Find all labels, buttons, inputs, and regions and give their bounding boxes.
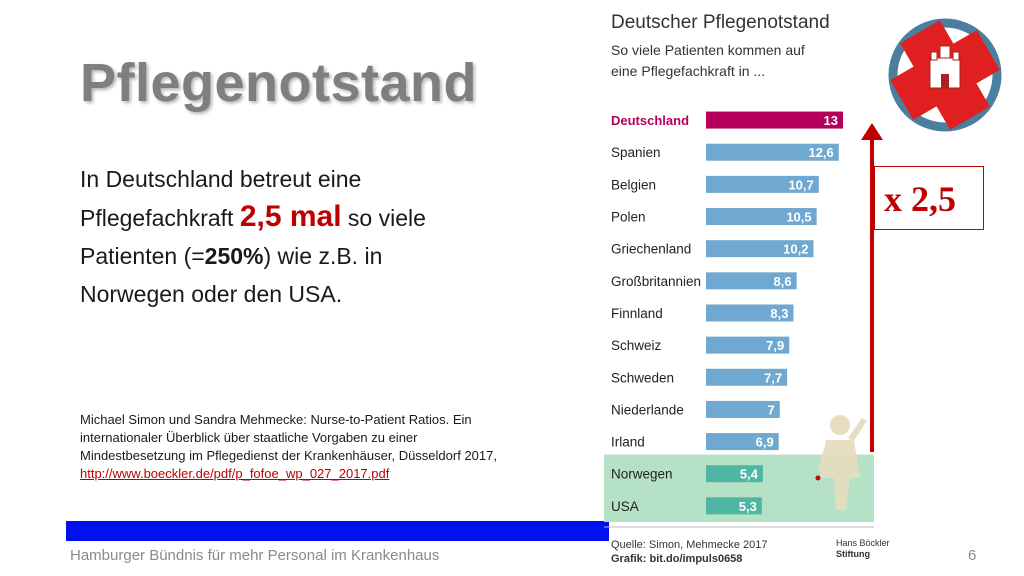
body-line-3: Patienten (=250%) wie z.B. in bbox=[80, 237, 520, 275]
hamburg-logo-icon bbox=[888, 18, 1002, 132]
body-line-2-pre: Pflegefachkraft bbox=[80, 205, 240, 231]
bar bbox=[706, 208, 817, 226]
bar bbox=[706, 175, 819, 193]
bar-value-label: 8,6 bbox=[774, 274, 792, 289]
category-label: Norwegen bbox=[611, 467, 673, 482]
bar-value-label: 12,6 bbox=[808, 145, 833, 160]
nurse-figure-icon bbox=[815, 415, 867, 510]
body-text: In Deutschland betreut eine Pflegefachkr… bbox=[80, 160, 520, 313]
bar bbox=[706, 400, 780, 418]
category-label: Schweiz bbox=[611, 338, 662, 353]
chart-graphic-link: Grafik: bit.do/impuls0658 bbox=[611, 553, 743, 565]
bar-value-label: 8,3 bbox=[770, 306, 788, 321]
multiplier-box bbox=[874, 166, 984, 230]
bar-value-label: 7,7 bbox=[764, 370, 782, 385]
chart-subtitle-line-2: eine Pflegefachkraft in ... bbox=[611, 63, 766, 79]
bar bbox=[706, 304, 794, 322]
bar bbox=[706, 111, 843, 129]
bar-value-label: 5,3 bbox=[739, 499, 757, 514]
bar bbox=[706, 465, 763, 483]
bar-value-label: 13 bbox=[824, 113, 838, 128]
chart-source: Quelle: Simon, Mehmecke 2017 bbox=[611, 539, 768, 551]
citation-text: Michael Simon und Sandra Mehmecke: Nurse… bbox=[80, 412, 497, 463]
multiplier-label: x 2,5 bbox=[884, 179, 956, 219]
category-label: USA bbox=[611, 499, 639, 514]
slide-title: Pflegenotstand bbox=[80, 53, 478, 113]
bar-value-label: 10,5 bbox=[786, 210, 811, 225]
bar-value-label: 5,4 bbox=[740, 467, 759, 482]
footer-text: Hamburger Bündnis für mehr Personal im K… bbox=[70, 547, 440, 564]
footer-accent-bar bbox=[66, 521, 609, 541]
bar-value-label: 10,7 bbox=[788, 177, 813, 192]
category-label: Polen bbox=[611, 210, 646, 225]
body-line-2: Pflegefachkraft 2,5 mal so viele bbox=[80, 198, 520, 237]
citation-link[interactable]: http://www.boeckler.de/pdf/p_fofoe_wp_02… bbox=[80, 466, 390, 481]
category-label: Belgien bbox=[611, 177, 656, 192]
category-label: Griechenland bbox=[611, 242, 691, 257]
category-label: Spanien bbox=[611, 145, 661, 160]
category-label: Schweden bbox=[611, 370, 674, 385]
body-line-4: Norwegen oder den USA. bbox=[80, 281, 343, 307]
body-line-3-post: ) wie z.B. in bbox=[263, 243, 383, 269]
category-label: Deutschland bbox=[611, 113, 689, 128]
bar bbox=[706, 240, 814, 258]
body-line-3-pre: Patienten (= bbox=[80, 243, 205, 269]
bar bbox=[706, 433, 779, 451]
brand-line-2: Stiftung bbox=[836, 549, 870, 559]
bar bbox=[706, 143, 839, 161]
chart-subtitle-line-1: So viele Patienten kommen auf bbox=[611, 42, 805, 58]
bar bbox=[706, 272, 797, 290]
body-line-1: In Deutschland betreut eine bbox=[80, 166, 362, 192]
emphasis-percent: 250% bbox=[204, 243, 264, 269]
bars: Deutschland 13 Spanien 12,6 Belgien 10,7 Polen… bbox=[611, 111, 843, 515]
category-label: Irland bbox=[611, 435, 645, 450]
category-label: Großbritannien bbox=[611, 274, 701, 289]
bar-value-label: 6,9 bbox=[756, 435, 774, 450]
bar-value-label: 7,9 bbox=[766, 338, 784, 353]
category-label: Niederlande bbox=[611, 402, 684, 417]
emphasis-factor: 2,5 mal bbox=[239, 200, 342, 233]
bar-value-label: 7 bbox=[768, 402, 775, 417]
category-label: Finnland bbox=[611, 306, 663, 321]
body-line-2-post: so viele bbox=[341, 205, 426, 231]
bar bbox=[706, 368, 788, 386]
citation: Michael Simon und Sandra Mehmecke: Nurse… bbox=[80, 411, 520, 483]
page-number: 6 bbox=[968, 547, 977, 564]
bar-value-label: 10,2 bbox=[783, 242, 808, 257]
bar bbox=[706, 336, 790, 354]
chart-title: Deutscher Pflegenotstand bbox=[611, 12, 830, 33]
brand-line-1: Hans Böckler bbox=[836, 538, 890, 548]
bar bbox=[706, 497, 762, 515]
arrow-head-icon bbox=[861, 123, 883, 140]
